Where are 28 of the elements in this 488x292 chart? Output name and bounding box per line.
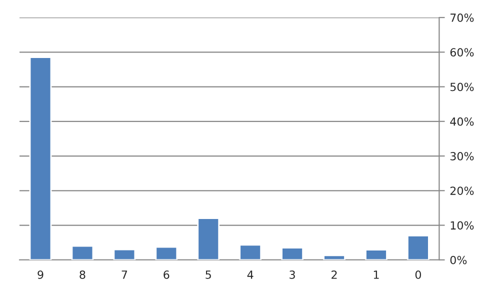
bar: [407, 234, 430, 260]
bar: [113, 248, 136, 260]
y-tick-label: 40%: [450, 117, 474, 126]
x-tick-label: 4: [247, 270, 254, 279]
bar: [365, 249, 388, 260]
x-tick-label: 0: [415, 270, 422, 279]
y-tick-label: 10%: [450, 221, 474, 230]
bar: [197, 218, 220, 260]
y-tick-label: 70%: [450, 13, 474, 22]
x-tick-label: 9: [38, 270, 44, 279]
y-tick-label: 60%: [450, 48, 474, 57]
x-tick-label: 1: [374, 270, 379, 279]
bar: [71, 245, 94, 260]
bar: [281, 247, 304, 260]
x-tick-label: 8: [80, 270, 86, 279]
bar: [323, 254, 346, 260]
x-tick-label: 2: [332, 270, 337, 279]
y-tick-label: 20%: [450, 186, 474, 196]
x-tick-label: 6: [164, 270, 170, 279]
y-tick-label: 50%: [450, 82, 474, 92]
bar: [155, 246, 178, 260]
x-tick-label: 7: [122, 270, 128, 279]
bar: [29, 56, 52, 260]
x-tick-label: 5: [206, 270, 211, 279]
y-tick-label: 30%: [450, 152, 474, 160]
bar: [239, 244, 262, 260]
x-tick-label: 3: [290, 270, 295, 279]
y-tick-label: 0%: [450, 256, 467, 264]
